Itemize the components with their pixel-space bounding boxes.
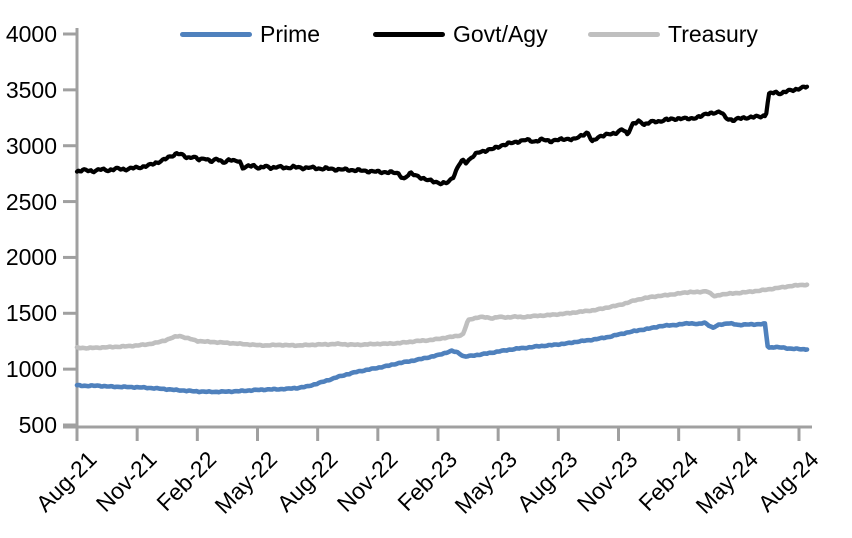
govt-agy-line-swatch: [373, 31, 445, 37]
y-tick-label: 500: [18, 412, 57, 438]
prime-line-swatch: [180, 31, 252, 37]
y-tick-label: 1000: [5, 356, 57, 383]
y-tick-label: 2000: [5, 244, 57, 271]
series-line-treasury: [74, 282, 810, 351]
legend-label-prime: Prime: [260, 21, 321, 47]
legend-label-govt-agy: Govt/Agy: [453, 21, 548, 47]
legend-item-govt-agy: Govt/Agy: [373, 20, 548, 48]
y-tick-label: 1500: [5, 300, 57, 327]
series-line-govt-agy: [74, 84, 810, 187]
y-tick-label: 3500: [5, 76, 57, 103]
legend-label-treasury: Treasury: [668, 21, 758, 47]
legend-item-treasury: Treasury: [588, 20, 758, 48]
y-tick-label: 3000: [5, 132, 57, 159]
legend-item-prime: Prime: [180, 20, 320, 48]
series-line-prime: [74, 320, 810, 395]
y-tick-label: 2500: [5, 188, 57, 215]
y-tick-label: 4000: [5, 21, 57, 47]
treasury-line-swatch: [588, 31, 660, 37]
